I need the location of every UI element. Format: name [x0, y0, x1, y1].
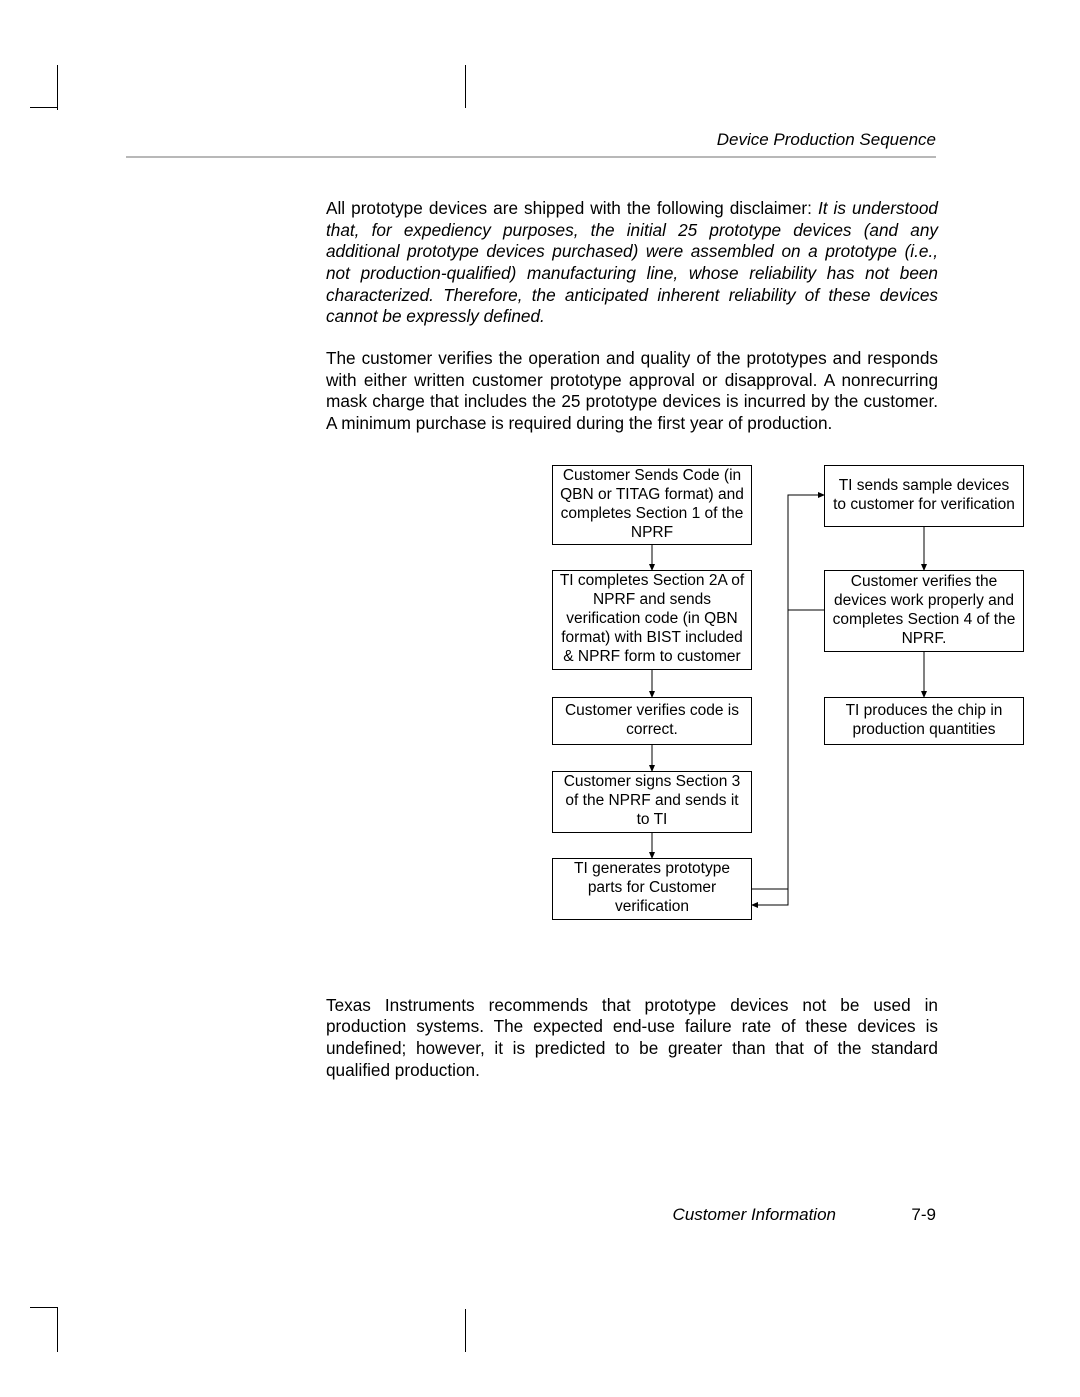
- paragraph-recommendation: Texas Instruments recommends that protot…: [326, 995, 938, 1082]
- footer-page-number: 7-9: [911, 1205, 936, 1225]
- page-content: Device Production Sequence All prototype…: [126, 130, 936, 1101]
- flowchart-node: TI produces the chip in production quant…: [824, 697, 1024, 745]
- paragraph-verification: The customer verifies the operation and …: [326, 348, 938, 435]
- flowchart-node: TI sends sample devices to customer for …: [824, 465, 1024, 527]
- paragraph-disclaimer: All prototype devices are shipped with t…: [326, 198, 938, 328]
- flowchart-node: TI completes Section 2A of NPRF and send…: [552, 570, 752, 670]
- flowchart-node: Customer signs Section 3 of the NPRF and…: [552, 771, 752, 833]
- flowchart-node: Customer verifies the devices work prope…: [824, 570, 1024, 652]
- flowchart-edge: [752, 495, 824, 889]
- page-header-title: Device Production Sequence: [126, 130, 936, 150]
- header-rule: [126, 156, 936, 158]
- crop-mark: [465, 65, 466, 108]
- para1-lead: All prototype devices are shipped with t…: [326, 198, 818, 218]
- flowchart-edge: [752, 610, 824, 905]
- flowchart-node: Customer verifies code is correct.: [552, 697, 752, 745]
- flowchart-node: Customer Sends Code (in QBN or TITAG for…: [552, 465, 752, 545]
- body-text: All prototype devices are shipped with t…: [326, 198, 938, 1081]
- crop-mark: [30, 1307, 58, 1352]
- footer-label: Customer Information: [673, 1205, 836, 1225]
- crop-mark: [30, 65, 58, 110]
- flowchart: Customer Sends Code (in QBN or TITAG for…: [526, 465, 1080, 965]
- flowchart-node: TI generates prototype parts for Custome…: [552, 858, 752, 920]
- crop-mark: [465, 1309, 466, 1352]
